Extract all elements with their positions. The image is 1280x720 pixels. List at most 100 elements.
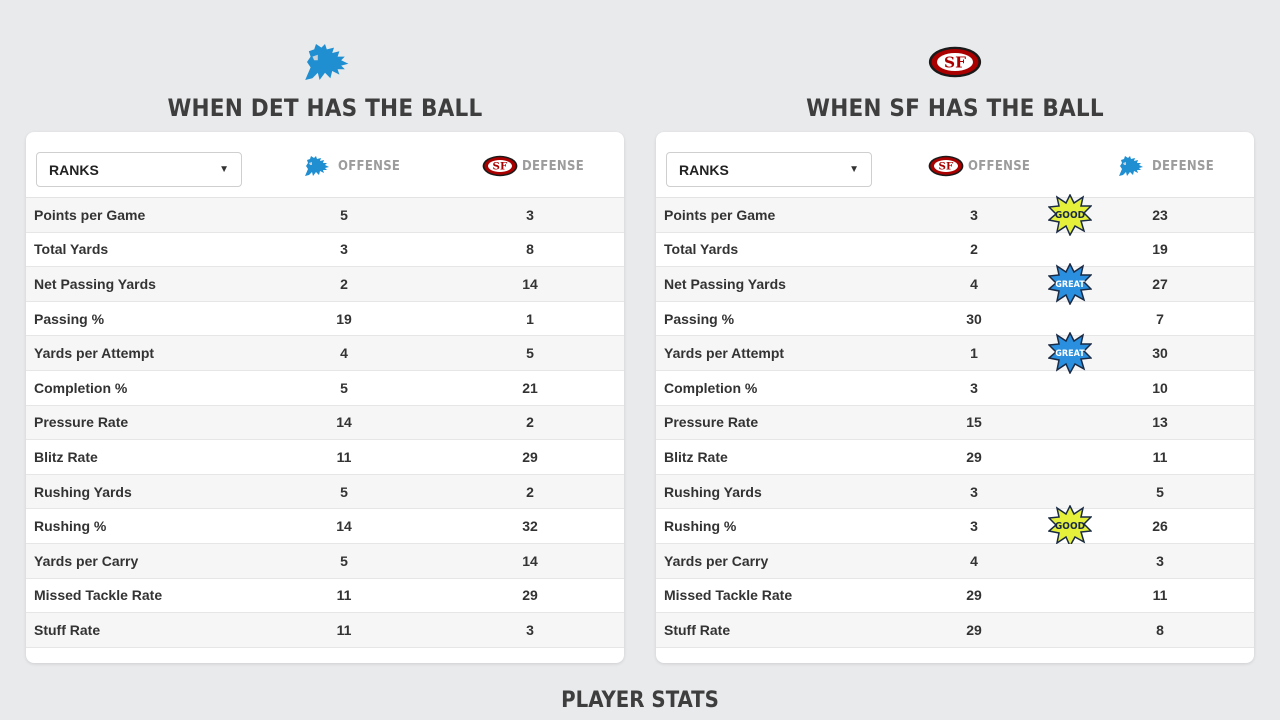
table-row: Blitz Rate 11 29 [26, 440, 624, 475]
defense-column-header: DEFENSE [1112, 154, 1214, 178]
ranks-select[interactable]: RANKS ▼ [666, 152, 872, 187]
table-row: Stuff Rate 11 3 [26, 613, 624, 648]
stat-label: Rushing Yards [664, 483, 762, 500]
stat-label: Passing % [34, 310, 105, 327]
offense-rank: 3 [970, 379, 978, 396]
section-title: WHEN SF HAS THE BALL [806, 94, 1104, 122]
table-row: Rushing Yards 3 5 [656, 474, 1254, 510]
defense-rank: 7 [1156, 310, 1164, 327]
card-header: RANKS ▼ OFFENSE DEFENSE [26, 132, 624, 198]
table-row: Yards per Attempt 1 30 [656, 336, 1254, 371]
defense-label: DEFENSE [1152, 158, 1214, 174]
defense-rank: 2 [526, 483, 534, 500]
defense-rank: 19 [1152, 241, 1168, 258]
stat-label: Rushing % [34, 518, 107, 535]
offense-rank: 1 [970, 345, 978, 362]
table-row: Yards per Attempt 4 5 [26, 336, 624, 371]
offense-rank: 5 [340, 206, 348, 223]
table-row: Total Yards 3 8 [26, 233, 624, 268]
select-value: RANKS [49, 161, 99, 178]
defense-rank: 32 [522, 518, 538, 535]
great-badge-icon [1048, 263, 1092, 305]
offense-rank: 14 [336, 414, 352, 431]
table-row: Missed Tackle Rate 11 29 [26, 579, 624, 614]
defense-rank: 13 [1152, 414, 1168, 431]
defense-rank: 23 [1152, 206, 1168, 223]
stat-label: Yards per Attempt [664, 345, 785, 362]
table-row: Rushing % 14 32 [26, 509, 624, 544]
defense-rank: 27 [1152, 275, 1168, 292]
offense-rank: 3 [340, 241, 348, 258]
defense-rank: 8 [526, 241, 534, 258]
table-row: Blitz Rate 29 11 [656, 440, 1254, 475]
defense-rank: 5 [1156, 483, 1164, 500]
table-row: Net Passing Yards 2 14 [26, 267, 624, 302]
offense-rank: 3 [970, 518, 978, 535]
stat-label: Net Passing Yards [34, 275, 156, 292]
offense-rank: 4 [340, 345, 348, 362]
table-row: Completion % 5 21 [26, 371, 624, 406]
defense-rank: 3 [526, 621, 534, 638]
select-value: RANKS [679, 161, 729, 178]
offense-rank: 29 [966, 448, 982, 465]
stat-label: Pressure Rate [34, 414, 129, 431]
offense-rank: 29 [966, 621, 982, 638]
table-row: Missed Tackle Rate 29 11 [656, 579, 1254, 614]
stats-card: RANKS ▼ OFFENSE DEFENSE Points per Game 5… [26, 132, 624, 663]
defense-rank: 8 [1156, 621, 1164, 638]
stat-label: Yards per Carry [664, 552, 769, 569]
table-row: Completion % 3 10 [656, 371, 1254, 406]
card-header: RANKS ▼ OFFENSE DEFENSE [656, 132, 1254, 198]
defense-rank: 30 [1152, 345, 1168, 362]
offense-rank: 11 [336, 621, 352, 638]
defense-column-header: DEFENSE [482, 154, 584, 178]
table-row: Rushing % 3 26 [656, 509, 1254, 544]
table-row: Yards per Carry 5 14 [26, 543, 624, 579]
defense-rank: 21 [522, 379, 538, 396]
offense-label: OFFENSE [338, 158, 401, 174]
stat-label: Points per Game [664, 206, 776, 223]
offense-column-header: OFFENSE [928, 154, 1030, 178]
offense-rank: 14 [336, 518, 352, 535]
table-row: Rushing Yards 5 2 [26, 474, 624, 510]
stat-label: Rushing Yards [34, 483, 132, 500]
table-row: Total Yards 2 19 [656, 233, 1254, 268]
table-row: Pressure Rate 14 2 [26, 405, 624, 441]
stat-label: Yards per Attempt [34, 345, 155, 362]
chevron-down-icon: ▼ [849, 164, 859, 175]
stat-label: Completion % [664, 379, 758, 396]
stats-rows: Points per Game 3 23 Total Yards 2 19 Net Pass… [656, 198, 1254, 648]
chevron-down-icon: ▼ [219, 164, 229, 175]
offense-rank: 11 [336, 587, 352, 604]
offense-rank: 11 [336, 448, 352, 465]
defense-rank: 14 [522, 552, 538, 569]
table-row: Net Passing Yards 4 27 [656, 267, 1254, 302]
stat-label: Total Yards [664, 241, 739, 258]
defense-rank: 3 [1156, 552, 1164, 569]
ranks-select[interactable]: RANKS ▼ [36, 152, 242, 187]
offense-rank: 30 [966, 310, 982, 327]
defense-rank: 5 [526, 345, 534, 362]
defense-label: DEFENSE [522, 158, 584, 174]
stat-label: Stuff Rate [34, 621, 101, 638]
lions-logo-icon [298, 154, 334, 178]
section-title: WHEN DET HAS THE BALL [167, 94, 483, 122]
offense-rank: 4 [970, 552, 978, 569]
stat-label: Pressure Rate [664, 414, 759, 431]
defense-rank: 3 [526, 206, 534, 223]
stat-label: Stuff Rate [664, 621, 731, 638]
stat-label: Yards per Carry [34, 552, 139, 569]
offense-rank: 19 [336, 310, 352, 327]
defense-rank: 10 [1152, 379, 1168, 396]
stats-card: RANKS ▼ OFFENSE DEFENSE Points per Game 3… [656, 132, 1254, 663]
defense-rank: 1 [526, 310, 534, 327]
table-row: Passing % 30 7 [656, 302, 1254, 337]
offense-rank: 4 [970, 275, 978, 292]
defense-rank: 2 [526, 414, 534, 431]
stat-label: Rushing % [664, 518, 737, 535]
table-row: Passing % 19 1 [26, 302, 624, 337]
stat-label: Missed Tackle Rate [664, 587, 793, 604]
offense-rank: 3 [970, 206, 978, 223]
offense-column-header: OFFENSE [298, 154, 400, 178]
table-row: Points per Game 5 3 [26, 198, 624, 233]
